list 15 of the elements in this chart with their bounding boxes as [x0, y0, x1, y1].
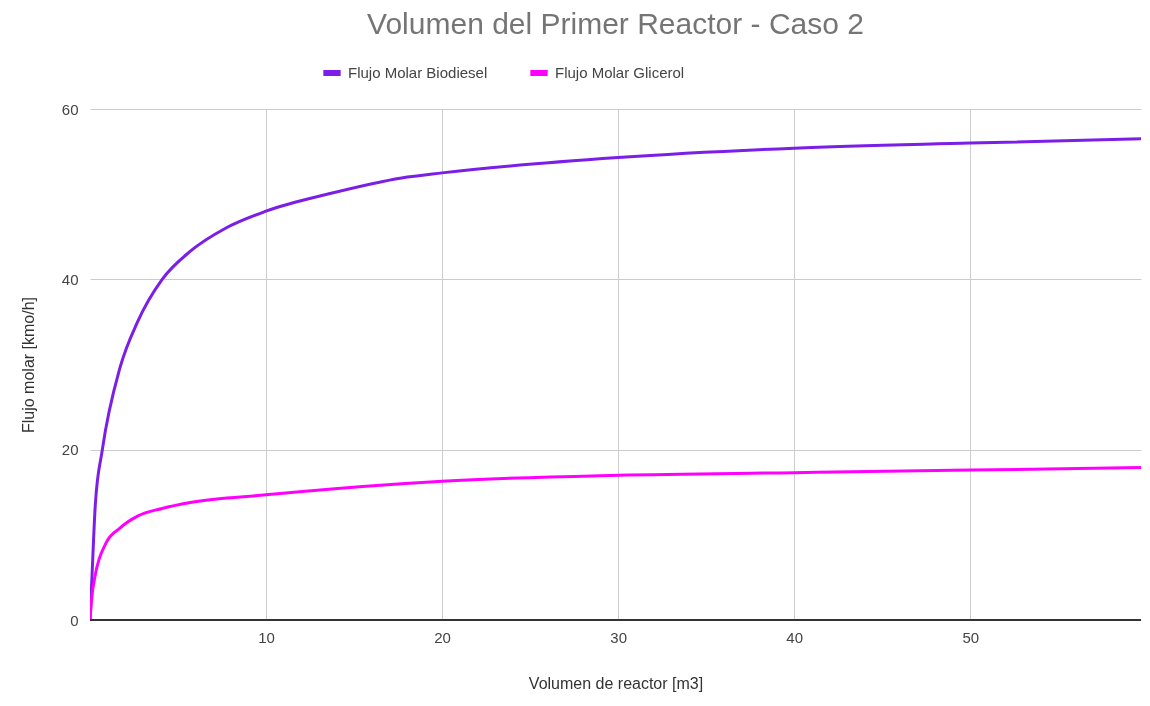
x-tick-label: 10 — [258, 628, 275, 646]
y-tick-label: 0 — [70, 611, 79, 629]
x-tick-label: 50 — [962, 628, 980, 646]
legend-label: Flujo Molar Biodiesel — [348, 64, 488, 81]
y-tick-label: 20 — [61, 441, 79, 459]
line-series — [90, 466, 1141, 620]
x-tick-label: 40 — [786, 628, 804, 646]
chart-title: Volumen del Primer Reactor - Caso 2 — [367, 7, 864, 40]
x-tick-label: 20 — [434, 628, 451, 646]
y-axis-title: Flujo molar [kmo/h] — [19, 296, 37, 434]
x-axis-title: Volumen de reactor [m3] — [528, 674, 704, 692]
x-tick-label: 30 — [610, 628, 627, 646]
legend-label: Flujo Molar Glicerol — [555, 64, 685, 81]
y-tick-label: 40 — [61, 270, 79, 288]
y-tick-label: 60 — [61, 100, 79, 118]
